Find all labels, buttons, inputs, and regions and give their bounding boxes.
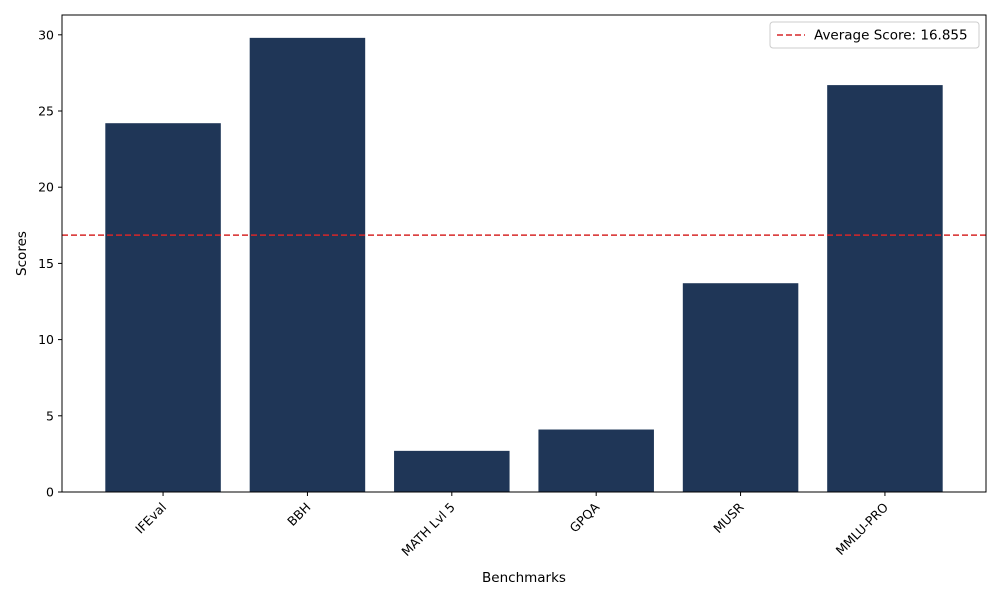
bar-musr <box>682 283 799 492</box>
y-tick-label: 30 <box>38 27 54 42</box>
bar-ifeval <box>105 123 221 492</box>
bar-mmlu-pro <box>827 85 943 492</box>
bar-bbh <box>249 37 366 492</box>
bar-gpqa <box>538 429 654 492</box>
y-axis: 0 5 10 15 20 25 30 <box>38 27 62 500</box>
plot-area-frame <box>61 14 987 493</box>
x-tick-label-gpqa: GPQA <box>567 499 603 535</box>
bars-group <box>105 37 943 492</box>
y-axis-label: Scores <box>14 231 30 276</box>
bar-math-lvl-5 <box>394 450 510 492</box>
y-tick-label: 20 <box>38 180 54 195</box>
x-tick-label-ifeval: IFEval <box>132 500 169 537</box>
x-tick-label-musr: MUSR <box>710 499 747 536</box>
legend-box <box>769 21 980 49</box>
y-tick-label: 5 <box>46 408 54 423</box>
x-tick-label-bbh: BBH <box>284 500 313 529</box>
y-tick-label: 15 <box>38 256 54 271</box>
y-tick-label: 25 <box>38 104 54 119</box>
y-tick-label: 0 <box>46 485 54 500</box>
x-axis: IFEval BBH MATH Lvl 5 GPQA MUSR MMLU-PRO <box>132 492 891 559</box>
x-tick-label-math-lvl-5: MATH Lvl 5 <box>398 500 457 559</box>
y-tick-label: 10 <box>38 332 54 347</box>
legend-entry-average-score: Average Score: 16.855 <box>814 28 968 44</box>
x-axis-label: Benchmarks <box>482 570 566 586</box>
legend: Average Score: 16.855 <box>769 21 980 49</box>
x-tick-label-mmlu-pro: MMLU-PRO <box>833 499 892 558</box>
